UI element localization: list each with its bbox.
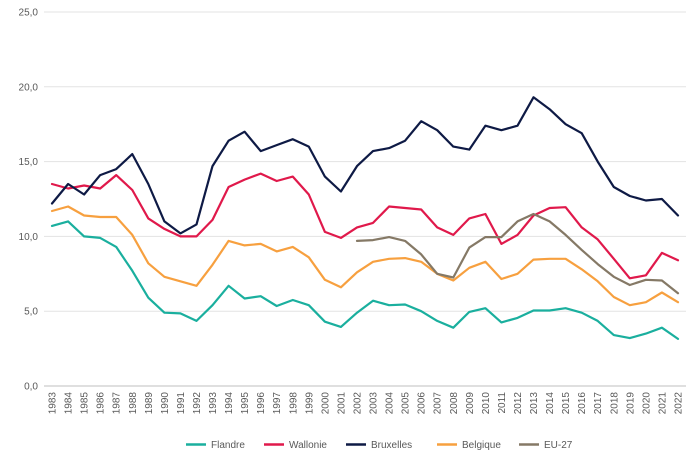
x-tick-label: 1998 [288, 392, 299, 415]
x-tick-label: 2008 [449, 392, 460, 415]
x-tick-label: 1987 [112, 392, 123, 415]
series-line-bruxelles [50, 96, 680, 235]
x-tick-label: 2021 [657, 392, 668, 415]
x-tick-label: 1994 [224, 392, 235, 415]
legend-label: EU-27 [544, 440, 573, 451]
legend-label: Belgique [462, 440, 501, 451]
x-tick-label: 1992 [192, 392, 203, 415]
series-lines [50, 96, 680, 340]
x-tick-label: 1983 [48, 392, 59, 415]
x-tick-label: 2010 [481, 392, 492, 415]
x-tick-label: 1991 [176, 392, 187, 415]
x-tick-label: 2006 [417, 392, 428, 415]
x-tick-label: 2020 [641, 392, 652, 415]
x-tick-label: 2000 [320, 392, 331, 415]
x-tick-label: 2018 [609, 392, 620, 415]
x-tick-label: 2001 [336, 392, 347, 415]
x-tick-label: 2005 [401, 392, 412, 415]
y-tick-label: 15,0 [19, 157, 39, 168]
y-tick-label: 0,0 [24, 382, 38, 393]
x-tick-label: 2011 [497, 392, 508, 414]
series-line-eu-27 [355, 212, 680, 295]
x-tick-label: 2013 [529, 392, 540, 415]
x-tick-label: 1989 [144, 392, 155, 415]
y-tick-label: 5,0 [24, 307, 38, 318]
x-tick-label: 1985 [80, 392, 91, 415]
x-tick-label: 1993 [208, 392, 219, 415]
x-tick-label: 2002 [352, 392, 363, 415]
series-line-belgique [50, 205, 680, 307]
x-tick-label: 2003 [369, 392, 380, 415]
x-tick-label: 1995 [240, 392, 251, 415]
x-tick-label: 2009 [465, 392, 476, 415]
x-tick-label: 1984 [64, 392, 75, 415]
y-tick-label: 10,0 [19, 232, 39, 243]
y-tick-label: 20,0 [19, 82, 39, 93]
x-tick-label: 1999 [304, 392, 315, 415]
legend: Flandre Wallonie Bruxelles Belgique EU-27 [186, 440, 573, 451]
x-tick-label: 2014 [545, 392, 556, 415]
x-tick-label: 2004 [385, 392, 396, 415]
y-tick-label: 25,0 [19, 8, 39, 19]
y-axis-ticks: 0,0 5,0 10,0 15,0 20,0 25,0 [19, 8, 39, 393]
legend-label: Wallonie [289, 440, 327, 451]
x-tick-label: 2017 [593, 392, 604, 415]
x-tick-label: 2022 [673, 392, 684, 415]
x-tick-label: 1996 [256, 392, 267, 415]
x-tick-label: 2007 [433, 392, 444, 415]
x-tick-label: 1986 [96, 392, 107, 415]
x-tick-label: 1990 [160, 392, 171, 415]
x-axis-ticks: 1983 1984 1985 1986 1987 1988 1989 1990 1991 1992… [48, 392, 685, 415]
x-tick-label: 2015 [561, 392, 572, 415]
gridlines [44, 11, 686, 387]
x-tick-label: 2016 [577, 392, 588, 415]
x-tick-label: 1988 [128, 392, 139, 415]
x-tick-label: 1997 [272, 392, 283, 415]
x-tick-label: 2019 [625, 392, 636, 415]
series-line-flandre [50, 220, 680, 340]
legend-label: Flandre [211, 440, 245, 451]
series-line-wallonie [50, 172, 680, 280]
x-tick-label: 2012 [513, 392, 524, 415]
legend-label: Bruxelles [371, 440, 412, 451]
